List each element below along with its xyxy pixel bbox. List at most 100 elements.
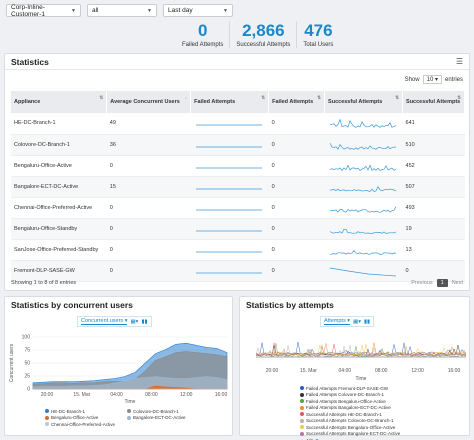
entries-value: 10: [426, 77, 434, 83]
attempts-series-line: [255, 344, 467, 358]
legend-dot: [45, 409, 49, 414]
legend-item[interactable]: Successful Attempts Bangalore-ECT-DC-Act…: [300, 431, 400, 438]
cell-success-sparkline: [324, 197, 403, 219]
legend-page-indicator[interactable]: ▲1/2▼: [300, 437, 400, 440]
appliance-select[interactable]: all ▼: [87, 4, 157, 17]
legend-label: Colovore-DC-Branch-1: [132, 408, 179, 414]
hamburger-menu-icon[interactable]: ☰: [455, 57, 463, 66]
x-tick-label: 16:00: [215, 392, 228, 398]
success-sparkline: [329, 163, 396, 171]
attempts-panel: Statistics by attempts Attempts ▾ ▦▾ ▮▮ …: [239, 296, 470, 440]
table-row[interactable]: Bengaluru-Office-Active 0 0 452: [11, 155, 465, 177]
legend-item[interactable]: Chennai-Office-Preferred-Active: [45, 421, 115, 428]
attempts-series-line: [255, 344, 467, 356]
y-tick-label: 0: [27, 387, 30, 393]
table-row[interactable]: Chennai-Office-Preferred-Active 0 0 493: [11, 197, 465, 219]
legend-item[interactable]: Failed Attempts Colovore-DC-Branch-1: [300, 392, 400, 399]
table-row[interactable]: Bangalore-ECT-DC-Active 15 0 507: [11, 176, 465, 198]
table-row[interactable]: Bengaluru-Office-Standby 0 0 19: [11, 218, 465, 240]
sort-icon: ⇅: [395, 95, 400, 100]
table-row[interactable]: Colovore-DC-Branch-1 36 0 510: [11, 134, 465, 156]
entries-select[interactable]: 10 ▾: [422, 75, 442, 84]
cell-failed: 0: [268, 239, 325, 261]
y-tick-label: 50: [24, 361, 30, 367]
legend-item[interactable]: HE-DC-Branch-1: [45, 408, 115, 415]
customer-select[interactable]: Corp-Inline-Customer-1 ▼: [6, 4, 81, 18]
cell-success-sparkline: [324, 113, 403, 135]
cell-appliance: Bengaluru-Office-Standby: [11, 218, 107, 240]
calendar-icon[interactable]: ▦▾: [130, 318, 139, 325]
sparkline-path: [329, 142, 396, 150]
table-row[interactable]: HE-DC-Branch-1 49 0 641: [11, 113, 465, 135]
panel-title: Statistics by concurrent users: [11, 300, 133, 310]
col-avg-users[interactable]: Average Concurrent Users ↓: [106, 91, 192, 113]
next-button[interactable]: Next: [451, 280, 463, 286]
legend-prev-icon[interactable]: ▲: [300, 438, 304, 440]
table-row[interactable]: Fremont-DLP-SASE-GW 0 0 0: [11, 260, 465, 282]
x-tick-label: 16:00: [448, 368, 461, 374]
col-failed[interactable]: Failed Attempts ⇅: [268, 91, 326, 113]
failed-sparkline: [195, 124, 262, 126]
page-button[interactable]: 1: [436, 279, 448, 287]
legend-label: Failed Attempts Bengaluru-Office-Active: [306, 398, 386, 404]
legend-item[interactable]: Successful Attempts Colovore-DC-Branch-1: [300, 418, 400, 425]
legend-dot: [126, 409, 131, 414]
cell-failed-sparkline: [190, 218, 269, 240]
legend-label: Bangalore-ECT-DC-Active: [132, 415, 186, 421]
cell-success-sparkline: [324, 134, 403, 156]
cell-failed: 0: [268, 176, 325, 198]
bar-chart-icon[interactable]: ▮▮: [141, 318, 148, 325]
x-tick-label: 20:00: [266, 368, 279, 374]
failed-sparkline: [195, 230, 262, 231]
cell-success-sparkline: [324, 155, 403, 177]
col-label: Successful Attempts: [406, 99, 461, 105]
col-success-spark[interactable]: Successful Attempts ⇅: [324, 91, 404, 113]
legend-item[interactable]: Failed Attempts Fremont-DLP-SASE-GW: [300, 385, 400, 392]
x-tick-label: 12:00: [180, 392, 193, 398]
legend-item[interactable]: Failed Attempts Bangalore-ECT-DC-Active: [300, 405, 400, 412]
cell-appliance: Fremont-DLP-SASE-GW: [11, 260, 107, 282]
show-label: Show: [404, 76, 420, 83]
x-tick-label: 08:00: [375, 368, 388, 374]
table-row[interactable]: SanJose-Office-Preferred-Standby 0 0 13: [11, 239, 465, 261]
legend-label: Bengaluru-Office-Active: [51, 415, 99, 421]
legend-item[interactable]: Colovore-DC-Branch-1: [126, 408, 186, 415]
cell-failed-sparkline: [190, 260, 269, 282]
legend-next-icon[interactable]: ▼: [315, 438, 319, 440]
col-success[interactable]: Successful Attempts ⇅: [402, 91, 465, 113]
cell-appliance: Colovore-DC-Branch-1: [11, 134, 107, 156]
cell-avg-users: 49: [106, 113, 191, 135]
cell-failed-sparkline: [190, 176, 269, 198]
col-label: Successful Attempts: [328, 99, 383, 105]
cell-failed: 0: [268, 218, 325, 240]
success-sparkline: [329, 206, 396, 213]
cell-success: 19: [402, 218, 465, 240]
legend-dot: [126, 415, 131, 420]
cell-appliance: HE-DC-Branch-1: [11, 113, 107, 135]
cell-failed-sparkline: [190, 155, 269, 177]
calendar-icon[interactable]: ▦▾: [353, 318, 361, 325]
legend-dot: [300, 399, 304, 404]
legend-item[interactable]: Successful Attempts HE-DC-Branch-1: [300, 411, 400, 418]
success-sparkline: [329, 267, 396, 276]
metric-select[interactable]: Attempts ▾: [324, 318, 350, 325]
legend-item[interactable]: Bangalore-ECT-DC-Active: [126, 415, 186, 422]
cell-avg-users: 36: [106, 134, 191, 156]
time-range-select[interactable]: Last day ▼: [163, 4, 233, 17]
legend-label: Chennai-Office-Preferred-Active: [51, 421, 115, 427]
sparkline-path: [329, 267, 396, 276]
concurrent-users-chart: 0 25 50 75 100 20:00 15. Mar 04:00 08:00 12:00 16:…: [9, 335, 228, 406]
bar-chart-icon[interactable]: ▮▮: [363, 318, 371, 325]
metric-select[interactable]: Concurrent users ▾: [81, 318, 128, 325]
previous-button[interactable]: Previous: [411, 280, 433, 286]
legend-label: HE-DC-Branch-1: [51, 408, 86, 414]
success-sparkline: [329, 142, 396, 150]
col-appliance[interactable]: Appliance ⇅: [11, 91, 108, 113]
cell-success: 0: [402, 260, 465, 282]
success-sparkline: [329, 249, 396, 255]
legend-item[interactable]: Bengaluru-Office-Active: [45, 415, 115, 422]
col-failed-spark[interactable]: Failed Attempts ⇅: [190, 91, 270, 113]
legend-item[interactable]: Successful Attempts Bengaluru-Office-Act…: [300, 424, 400, 431]
legend-item[interactable]: Failed Attempts Bengaluru-Office-Active: [300, 398, 400, 405]
failed-sparkline: [195, 188, 262, 189]
